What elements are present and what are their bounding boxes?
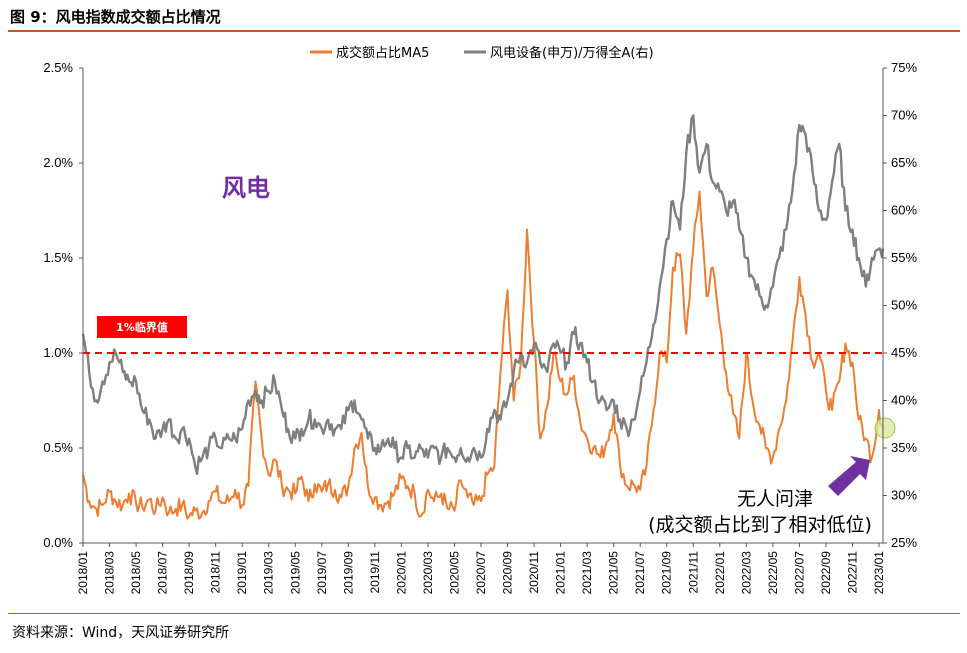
threshold-label: 1%临界值 [116, 320, 168, 334]
x-tick-label: 2020/11 [527, 551, 541, 594]
series-turnover-line [82, 190, 884, 520]
x-tick-label: 2023/01 [872, 551, 886, 595]
right-tick-label: 55% [891, 250, 917, 265]
x-tick-label: 2018/01 [76, 551, 90, 595]
right-tick-label: 30% [891, 488, 917, 503]
right-tick-label: 65% [891, 155, 917, 170]
threshold-badge [97, 316, 187, 338]
series-ratio-line [81, 114, 885, 475]
x-tick-label: 2019/03 [262, 551, 276, 595]
right-tick-label: 45% [891, 345, 917, 360]
x-tick-label: 2020/05 [447, 551, 461, 595]
x-tick-label: 2021/05 [607, 551, 621, 595]
x-tick-label: 2021/01 [554, 551, 568, 595]
x-tick-label: 2019/01 [235, 551, 249, 595]
annotation-note-line1: 无人问津 [737, 488, 813, 510]
title-rule [8, 30, 960, 32]
right-tick-label: 35% [891, 440, 917, 455]
right-tick-label: 40% [891, 393, 917, 408]
left-axis: 0.0% 0.5% 1.0% 1.5% 2.0% 2.5% [43, 60, 83, 550]
right-tick-label: 60% [891, 203, 917, 218]
x-tick-label: 2020/03 [421, 551, 435, 595]
annotation-note-line2: (成交额占比到了相对低位) [648, 514, 872, 536]
x-tick-label: 2020/01 [394, 551, 408, 595]
x-tick-label: 2022/05 [766, 551, 780, 595]
right-axis: 25% 30% 35% 40% 45% 50% 55% 60% 65% 70% 75% [883, 60, 917, 550]
x-tick-label: 2022/09 [819, 551, 833, 595]
x-tick-label: 2022/03 [739, 551, 753, 595]
series-layer [81, 114, 885, 520]
left-tick-label: 0.0% [43, 535, 73, 550]
x-tick-label: 2021/11 [686, 551, 700, 594]
x-axis: 2018/01 2018/03 2018/05 2018/07 2018/09 2018/… [76, 543, 886, 594]
source-note: 资料来源：Wind，天风证券研究所 [12, 625, 230, 641]
annotation-arrow [828, 456, 870, 496]
x-tick-label: 2021/09 [660, 551, 674, 595]
legend-label-turnover: 成交额占比MA5 [336, 45, 429, 61]
right-tick-label: 25% [891, 535, 917, 550]
x-tick-label: 2019/11 [368, 551, 382, 594]
x-tick-label: 2020/09 [501, 551, 515, 595]
x-tick-label: 2019/07 [315, 551, 329, 595]
highlight-circle [874, 417, 896, 439]
left-tick-label: 1.0% [43, 345, 73, 360]
x-tick-label: 2019/09 [341, 551, 355, 595]
left-tick-label: 2.0% [43, 155, 73, 170]
figure-title: 图 9：风电指数成交额占比情况 [10, 8, 221, 26]
left-tick-label: 0.5% [43, 440, 73, 455]
x-tick-label: 2018/11 [209, 551, 223, 594]
annotation-wind-power: 风电 [222, 174, 270, 202]
legend: 成交额占比MA5 风电设备(申万)/万得全A(右) [310, 45, 654, 61]
footer-rule [8, 613, 960, 614]
x-tick-label: 2018/05 [129, 551, 143, 595]
right-tick-label: 75% [891, 60, 917, 75]
x-tick-label: 2018/03 [103, 551, 117, 595]
left-tick-label: 1.5% [43, 250, 73, 265]
x-tick-label: 2021/07 [633, 551, 647, 595]
x-tick-label: 2021/03 [580, 551, 594, 595]
x-tick-label: 2022/07 [792, 551, 806, 595]
x-tick-label: 2020/07 [474, 551, 488, 595]
x-tick-label: 2022/01 [713, 551, 727, 595]
x-tick-label: 2018/09 [182, 551, 196, 595]
x-tick-label: 2019/05 [288, 551, 302, 595]
left-tick-label: 2.5% [43, 60, 73, 75]
right-tick-label: 70% [891, 108, 917, 123]
legend-label-ratio: 风电设备(申万)/万得全A(右) [490, 45, 654, 61]
x-tick-label: 2022/11 [845, 551, 859, 594]
right-tick-label: 50% [891, 298, 917, 313]
x-tick-label: 2018/07 [156, 551, 170, 595]
